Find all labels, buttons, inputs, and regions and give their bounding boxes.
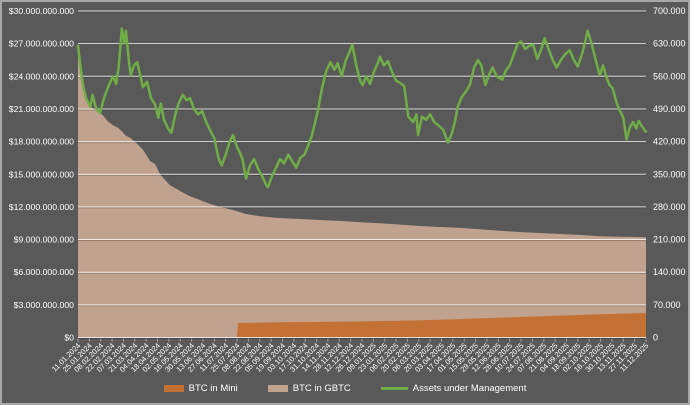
right-axis-label: 420.000 [653, 137, 686, 147]
left-axis-label: $9.000.000.000 [14, 235, 75, 245]
right-axis-label: 560.000 [653, 71, 686, 81]
left-axis-label: $0 [64, 333, 74, 343]
right-axis-label: 700.000 [653, 6, 686, 16]
left-axis-label: $3.000.000.000 [14, 300, 75, 310]
right-axis-label: 490.000 [653, 104, 686, 114]
btc-in-gbtc-area [78, 48, 646, 338]
legend-swatch-btc-in-mini [163, 385, 184, 392]
left-axis-label: $18.000.000.000 [9, 137, 74, 147]
chart-legend: BTC in Mini BTC in GBTC Assets under Man… [2, 383, 688, 394]
right-axis-label: 210.000 [653, 235, 686, 245]
legend-swatch-btc-in-gbtc [267, 385, 288, 392]
left-axis-label: $12.000.000.000 [9, 202, 74, 212]
legend-label-btc-in-mini: BTC in Mini [188, 383, 238, 394]
right-axis-label: 350.000 [653, 169, 686, 179]
left-axis-label: $21.000.000.000 [9, 104, 74, 114]
right-axis-label: 70.000 [653, 300, 681, 310]
legend-label-btc-in-gbtc: BTC in GBTC [292, 383, 351, 394]
legend-item-btc-in-mini: BTC in Mini [163, 383, 238, 394]
assets-under-management-line [76, 27, 648, 189]
legend-label-assets-under-management: Assets under Management [412, 383, 527, 394]
left-axis-label: $6.000.000.000 [14, 267, 75, 277]
right-axis-label: 280.000 [653, 202, 686, 212]
right-axis-label: 0 [653, 333, 658, 343]
left-axis-label: $27.000.000.000 [9, 39, 74, 49]
legend-item-btc-in-gbtc: BTC in GBTC [267, 383, 351, 394]
right-axis-label: 630.000 [653, 39, 686, 49]
left-axis-label: $30.000.000.000 [9, 6, 74, 16]
left-axis-label: $24.000.000.000 [9, 71, 74, 81]
right-axis-label: 140.000 [653, 267, 686, 277]
left-axis-label: $15.000.000.000 [9, 169, 74, 179]
btc-in-mini-area [237, 313, 646, 338]
legend-swatch-assets-under-management [380, 387, 408, 390]
legend-item-assets-under-management: Assets under Management [380, 383, 527, 394]
